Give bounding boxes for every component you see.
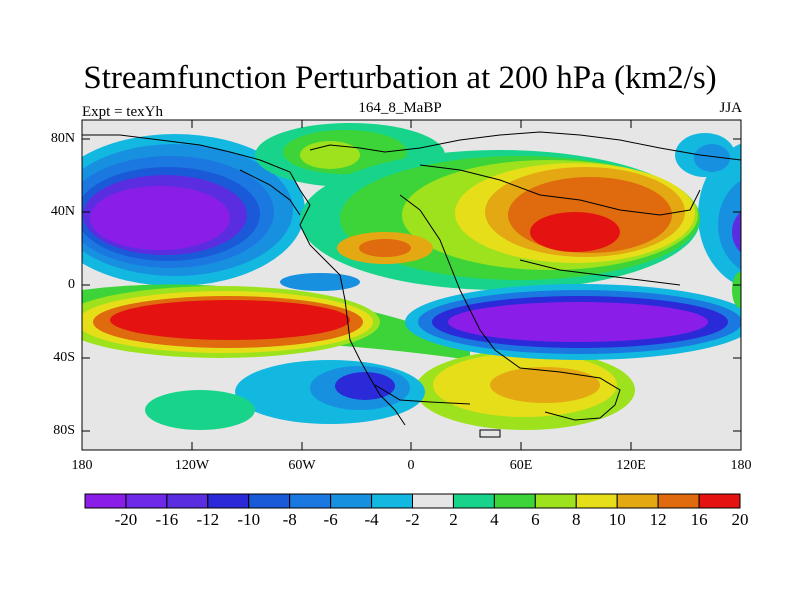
colorbar-swatch — [412, 493, 454, 509]
colorbar-swatch — [248, 493, 291, 509]
colorbar-label: 20 — [731, 510, 749, 529]
y-tick-label: 40S — [53, 350, 75, 365]
colorbar-swatch — [166, 493, 209, 509]
colorbar — [84, 493, 741, 509]
chart-title: Streamfunction Perturbation at 200 hPa (… — [83, 60, 717, 96]
colorbar-label: 2 — [449, 510, 458, 529]
experiment-label: Expt = texYh — [82, 104, 163, 120]
negative-center-ne — [675, 133, 741, 287]
negative-center-sa — [145, 360, 425, 430]
colorbar-swatch — [657, 493, 700, 509]
colorbar-label: 6 — [531, 510, 540, 529]
colorbar-swatch — [493, 493, 536, 509]
colorbar-label: -8 — [282, 510, 297, 529]
y-tick-label: 40N — [50, 204, 75, 219]
negative-center-south — [405, 272, 741, 360]
x-tick-label: 0 — [407, 458, 415, 473]
colorbar-label: -4 — [364, 510, 379, 529]
positive-center-south — [82, 284, 635, 430]
colorbar-swatch — [371, 493, 413, 509]
colorbar-swatch — [575, 493, 618, 509]
map-plot-area — [82, 120, 741, 450]
colorbar-label: -10 — [237, 510, 261, 529]
positive-center-north — [255, 123, 700, 290]
colorbar-label: -2 — [405, 510, 420, 529]
x-axis-ticks — [81, 120, 742, 450]
colorbar-label: -16 — [155, 510, 179, 529]
tropical-negative-west — [280, 273, 360, 291]
x-tick-label: 120W — [174, 458, 210, 473]
colorbar-swatch — [84, 493, 127, 509]
x-tick-label: 120E — [616, 458, 646, 473]
colorbar-label: 10 — [608, 510, 626, 529]
negative-center-nw — [82, 134, 305, 286]
x-tick-label: 60W — [288, 458, 316, 473]
colorbar-label: 8 — [572, 510, 581, 529]
colorbar-swatch — [534, 493, 577, 509]
season-label: JJA — [719, 100, 742, 116]
y-tick-label: 80N — [50, 131, 75, 146]
colorbar-label: -6 — [323, 510, 338, 529]
x-tick-label: 60E — [509, 458, 533, 473]
x-tick-label: 180 — [71, 458, 93, 473]
colorbar-label: -20 — [114, 510, 138, 529]
colorbar-swatch — [207, 493, 250, 509]
colorbar-swatch — [452, 493, 495, 509]
coastlines — [82, 131, 741, 438]
colorbar-label: 12 — [649, 510, 667, 529]
colorbar-swatch — [330, 493, 373, 509]
x-tick-label: 180 — [730, 458, 752, 473]
y-tick-label: 0 — [68, 277, 75, 292]
colorbar-swatch — [289, 493, 332, 509]
y-tick-label: 80S — [53, 423, 75, 438]
y-axis-ticks — [82, 138, 741, 432]
colorbar-label: -12 — [196, 510, 220, 529]
colorbar-label: 4 — [490, 510, 499, 529]
colorbar-swatch — [616, 493, 659, 509]
run-label: 164_8_MaBP — [358, 100, 442, 116]
colorbar-label: 16 — [690, 510, 708, 529]
colorbar-swatch — [698, 493, 741, 509]
colorbar-swatch — [125, 493, 168, 509]
